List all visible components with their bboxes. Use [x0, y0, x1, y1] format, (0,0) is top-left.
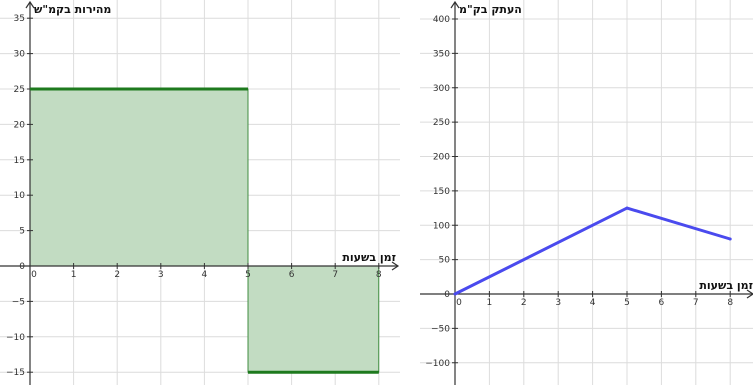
- y-tick-label: 20: [14, 120, 26, 130]
- y-tick-label: 25: [14, 85, 25, 95]
- displacement-grid: [420, 0, 753, 385]
- velocity-areas: [29, 88, 380, 373]
- y-tick-label: 0: [444, 290, 450, 300]
- x-tick-label: 4: [590, 298, 596, 308]
- x-axis-arrow: [746, 289, 753, 299]
- x-tick-label: 3: [158, 270, 164, 280]
- x-tick-label: 5: [245, 270, 251, 280]
- y-tick-label: 100: [433, 221, 450, 231]
- x-tick-label: 1: [71, 270, 77, 280]
- x-tick-label: 8: [376, 270, 382, 280]
- velocity-axes: [0, 0, 400, 385]
- y-tick-label: −15: [6, 368, 25, 378]
- y-tick-label: 200: [433, 153, 450, 163]
- velocity-segments: [30, 87, 379, 374]
- displacement-chart: 0 1 2 3 4 5 6 7 8 −100 −50 0 50 100 150 200 250 300 350 400…: [420, 0, 753, 385]
- displacement-y-axis-label: העתק בק"מ: [459, 3, 522, 16]
- y-tick-label: −5: [12, 297, 25, 307]
- y-axis-arrow: [25, 0, 35, 9]
- x-tick-label: 6: [659, 298, 665, 308]
- y-tick-label: 50: [439, 256, 451, 266]
- y-tick-label: 15: [14, 156, 25, 166]
- displacement-tick-labels: 0 1 2 3 4 5 6 7 8 −100 −50 0 50 100 150 200 250 300 350 400: [425, 15, 733, 369]
- y-tick-label: 250: [433, 118, 450, 128]
- y-tick-label: 0: [19, 262, 25, 272]
- y-tick-label: 35: [14, 14, 25, 24]
- x-axis-arrow: [391, 261, 400, 271]
- x-tick-label: 1: [487, 298, 493, 308]
- y-axis-arrow: [450, 0, 460, 9]
- y-tick-label: 30: [14, 50, 26, 60]
- y-tick-label: 400: [433, 15, 450, 25]
- y-tick-label: −100: [425, 359, 450, 369]
- x-tick-label: 0: [31, 270, 37, 280]
- velocity-chart-panel: 0 1 2 3 4 5 6 7 8 −15 −10 −5 0 5 10 15 20 25 30 35 מהירות ב…: [0, 0, 400, 385]
- y-tick-label: −10: [6, 333, 25, 343]
- displacement-point: [625, 206, 629, 210]
- velocity-y-axis-label: מהירות בקמ"ש: [34, 3, 111, 16]
- displacement-line: [453, 206, 732, 296]
- y-tick-label: 300: [433, 84, 450, 94]
- y-tick-label: 5: [19, 227, 25, 237]
- x-tick-label: 8: [727, 298, 733, 308]
- displacement-axes: [420, 0, 753, 385]
- area-under-velocity: [29, 88, 249, 267]
- displacement-chart-panel: 0 1 2 3 4 5 6 7 8 −100 −50 0 50 100 150 200 250 300 350 400…: [420, 0, 753, 385]
- x-tick-label: 7: [332, 270, 338, 280]
- x-tick-label: 0: [456, 298, 462, 308]
- x-tick-label: 6: [289, 270, 295, 280]
- displacement-point: [728, 237, 732, 241]
- x-tick-label: 2: [521, 298, 527, 308]
- velocity-tick-labels: 0 1 2 3 4 5 6 7 8 −15 −10 −5 0 5 10 15 20 25 30 35: [6, 14, 382, 378]
- x-tick-label: 7: [693, 298, 699, 308]
- y-tick-label: −50: [431, 324, 450, 334]
- velocity-chart: 0 1 2 3 4 5 6 7 8 −15 −10 −5 0 5 10 15 20 25 30 35 מהירות ב…: [0, 0, 400, 385]
- x-tick-label: 4: [202, 270, 208, 280]
- displacement-point: [453, 292, 457, 296]
- y-tick-label: 10: [14, 191, 26, 201]
- x-tick-label: 3: [555, 298, 561, 308]
- y-tick-label: 350: [433, 49, 450, 59]
- displacement-x-axis-label: זמן בשעות: [699, 279, 753, 292]
- x-tick-label: 5: [624, 298, 630, 308]
- area-under-velocity: [247, 265, 380, 373]
- x-tick-label: 2: [114, 270, 120, 280]
- velocity-x-axis-label: זמן בשעות: [342, 251, 396, 264]
- y-tick-label: 150: [433, 187, 450, 197]
